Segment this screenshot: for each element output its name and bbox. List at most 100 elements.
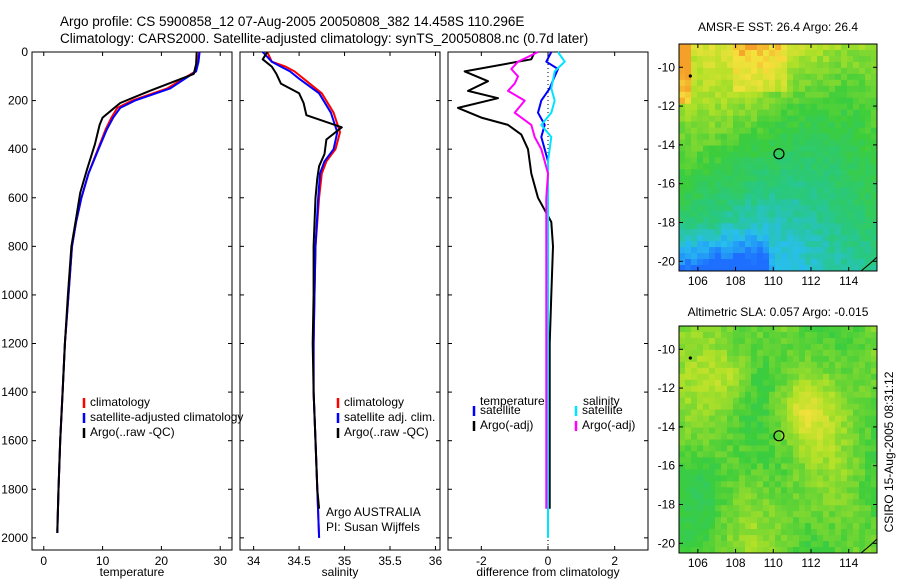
heatmap-cell <box>793 439 800 447</box>
heatmap-cell <box>799 493 806 500</box>
heatmap-cell <box>679 535 686 542</box>
heatmap-cell <box>715 487 722 494</box>
heatmap-cell <box>799 49 806 57</box>
heatmap-cell <box>763 373 770 381</box>
heatmap-cell <box>751 199 758 206</box>
y-tick-label: -14 <box>658 138 676 152</box>
heatmap-cell <box>811 361 818 369</box>
legend-label: Argo(..raw -QC) <box>344 425 429 439</box>
coastline <box>860 538 877 553</box>
heatmap-cell <box>715 157 722 165</box>
heatmap-cell <box>865 139 872 147</box>
heatmap-cell <box>763 517 770 524</box>
heatmap-cell <box>745 163 752 171</box>
heatmap-cell <box>859 55 866 63</box>
heatmap-cell <box>871 439 877 447</box>
heatmap-cell <box>721 439 728 447</box>
heatmap-cell <box>865 175 872 182</box>
heatmap-cell <box>817 103 824 111</box>
heatmap-cell <box>805 547 812 553</box>
heatmap-cell <box>691 403 698 411</box>
heatmap-cell <box>703 259 710 266</box>
heatmap-cell <box>817 481 824 488</box>
heatmap-cell <box>685 463 692 470</box>
heatmap-cell <box>811 205 818 212</box>
heatmap-cell <box>811 469 818 476</box>
heatmap-cell <box>847 529 854 536</box>
heatmap-cell <box>727 193 734 200</box>
heatmap-cell <box>751 535 758 542</box>
heatmap-cell <box>823 517 830 524</box>
heatmap-cell <box>715 169 722 177</box>
heatmap-cell <box>805 379 812 387</box>
heatmap-cell <box>835 493 842 500</box>
heatmap-cell <box>793 427 800 435</box>
heatmap-cell <box>697 403 704 411</box>
heatmap-cell <box>865 397 872 405</box>
heatmap-cell <box>751 61 758 69</box>
heatmap-cell <box>775 223 782 230</box>
heatmap-cell <box>697 535 704 542</box>
heatmap-cell <box>841 127 848 135</box>
heatmap-cell <box>769 217 776 224</box>
y-tick-label: -18 <box>658 215 676 229</box>
heatmap-cell <box>727 259 734 266</box>
heatmap-cell <box>865 127 872 135</box>
heatmap-cell <box>745 475 752 482</box>
heatmap-cell <box>871 535 877 542</box>
heatmap-cell <box>691 361 698 369</box>
heatmap-cell <box>799 337 806 345</box>
heatmap-cell <box>781 373 788 381</box>
heatmap-cell <box>793 133 800 141</box>
heatmap-cell <box>817 115 824 123</box>
heatmap-cell <box>751 175 758 182</box>
heatmap-cell <box>745 511 752 518</box>
heatmap-cell <box>775 361 782 369</box>
heatmap-cell <box>691 451 698 459</box>
heatmap-cell <box>751 439 758 447</box>
heatmap-cell <box>781 475 788 482</box>
heatmap-cell <box>823 433 830 441</box>
heatmap-cell <box>709 193 716 200</box>
heatmap-cell <box>751 121 758 129</box>
heatmap-cell <box>829 229 836 236</box>
heatmap-cell <box>787 127 794 135</box>
heatmap-cell <box>793 79 800 87</box>
heatmap-cell <box>847 421 854 429</box>
heatmap-cell <box>691 481 698 488</box>
heatmap-cell <box>781 91 788 99</box>
heatmap-cell <box>775 55 782 63</box>
heatmap-cell <box>775 199 782 206</box>
heatmap-cell <box>745 326 752 333</box>
heatmap-cell <box>697 115 704 123</box>
heatmap-cell <box>811 463 818 470</box>
heatmap-cell <box>859 217 866 224</box>
heatmap-cell <box>817 343 824 351</box>
heatmap-cell <box>829 211 836 218</box>
heatmap-cell <box>835 409 842 417</box>
heatmap-cell <box>703 115 710 123</box>
heatmap-cell <box>835 547 842 553</box>
heatmap-cell <box>811 535 818 542</box>
heatmap-cell <box>679 211 686 218</box>
legend-label: satellite-adjusted climatology <box>90 410 243 424</box>
heatmap-cell <box>847 457 854 464</box>
heatmap-cell <box>805 85 812 93</box>
heatmap-cell <box>853 73 860 81</box>
x-tick-label: 112 <box>801 274 820 288</box>
heatmap-cell <box>805 463 812 470</box>
heatmap-cell <box>781 79 788 87</box>
heatmap-cell <box>691 61 698 69</box>
heatmap-cell <box>859 361 866 369</box>
heatmap-cell <box>679 385 686 393</box>
heatmap-cell <box>739 181 746 188</box>
map-frame <box>678 325 878 554</box>
heatmap-cell <box>709 229 716 236</box>
heatmap-cell <box>733 247 740 254</box>
heatmap-cell <box>703 361 710 369</box>
heatmap-cell <box>769 433 776 441</box>
coastline <box>860 256 877 271</box>
heatmap-cell <box>763 337 770 345</box>
heatmap-cell <box>709 517 716 524</box>
heatmap-cell <box>853 481 860 488</box>
